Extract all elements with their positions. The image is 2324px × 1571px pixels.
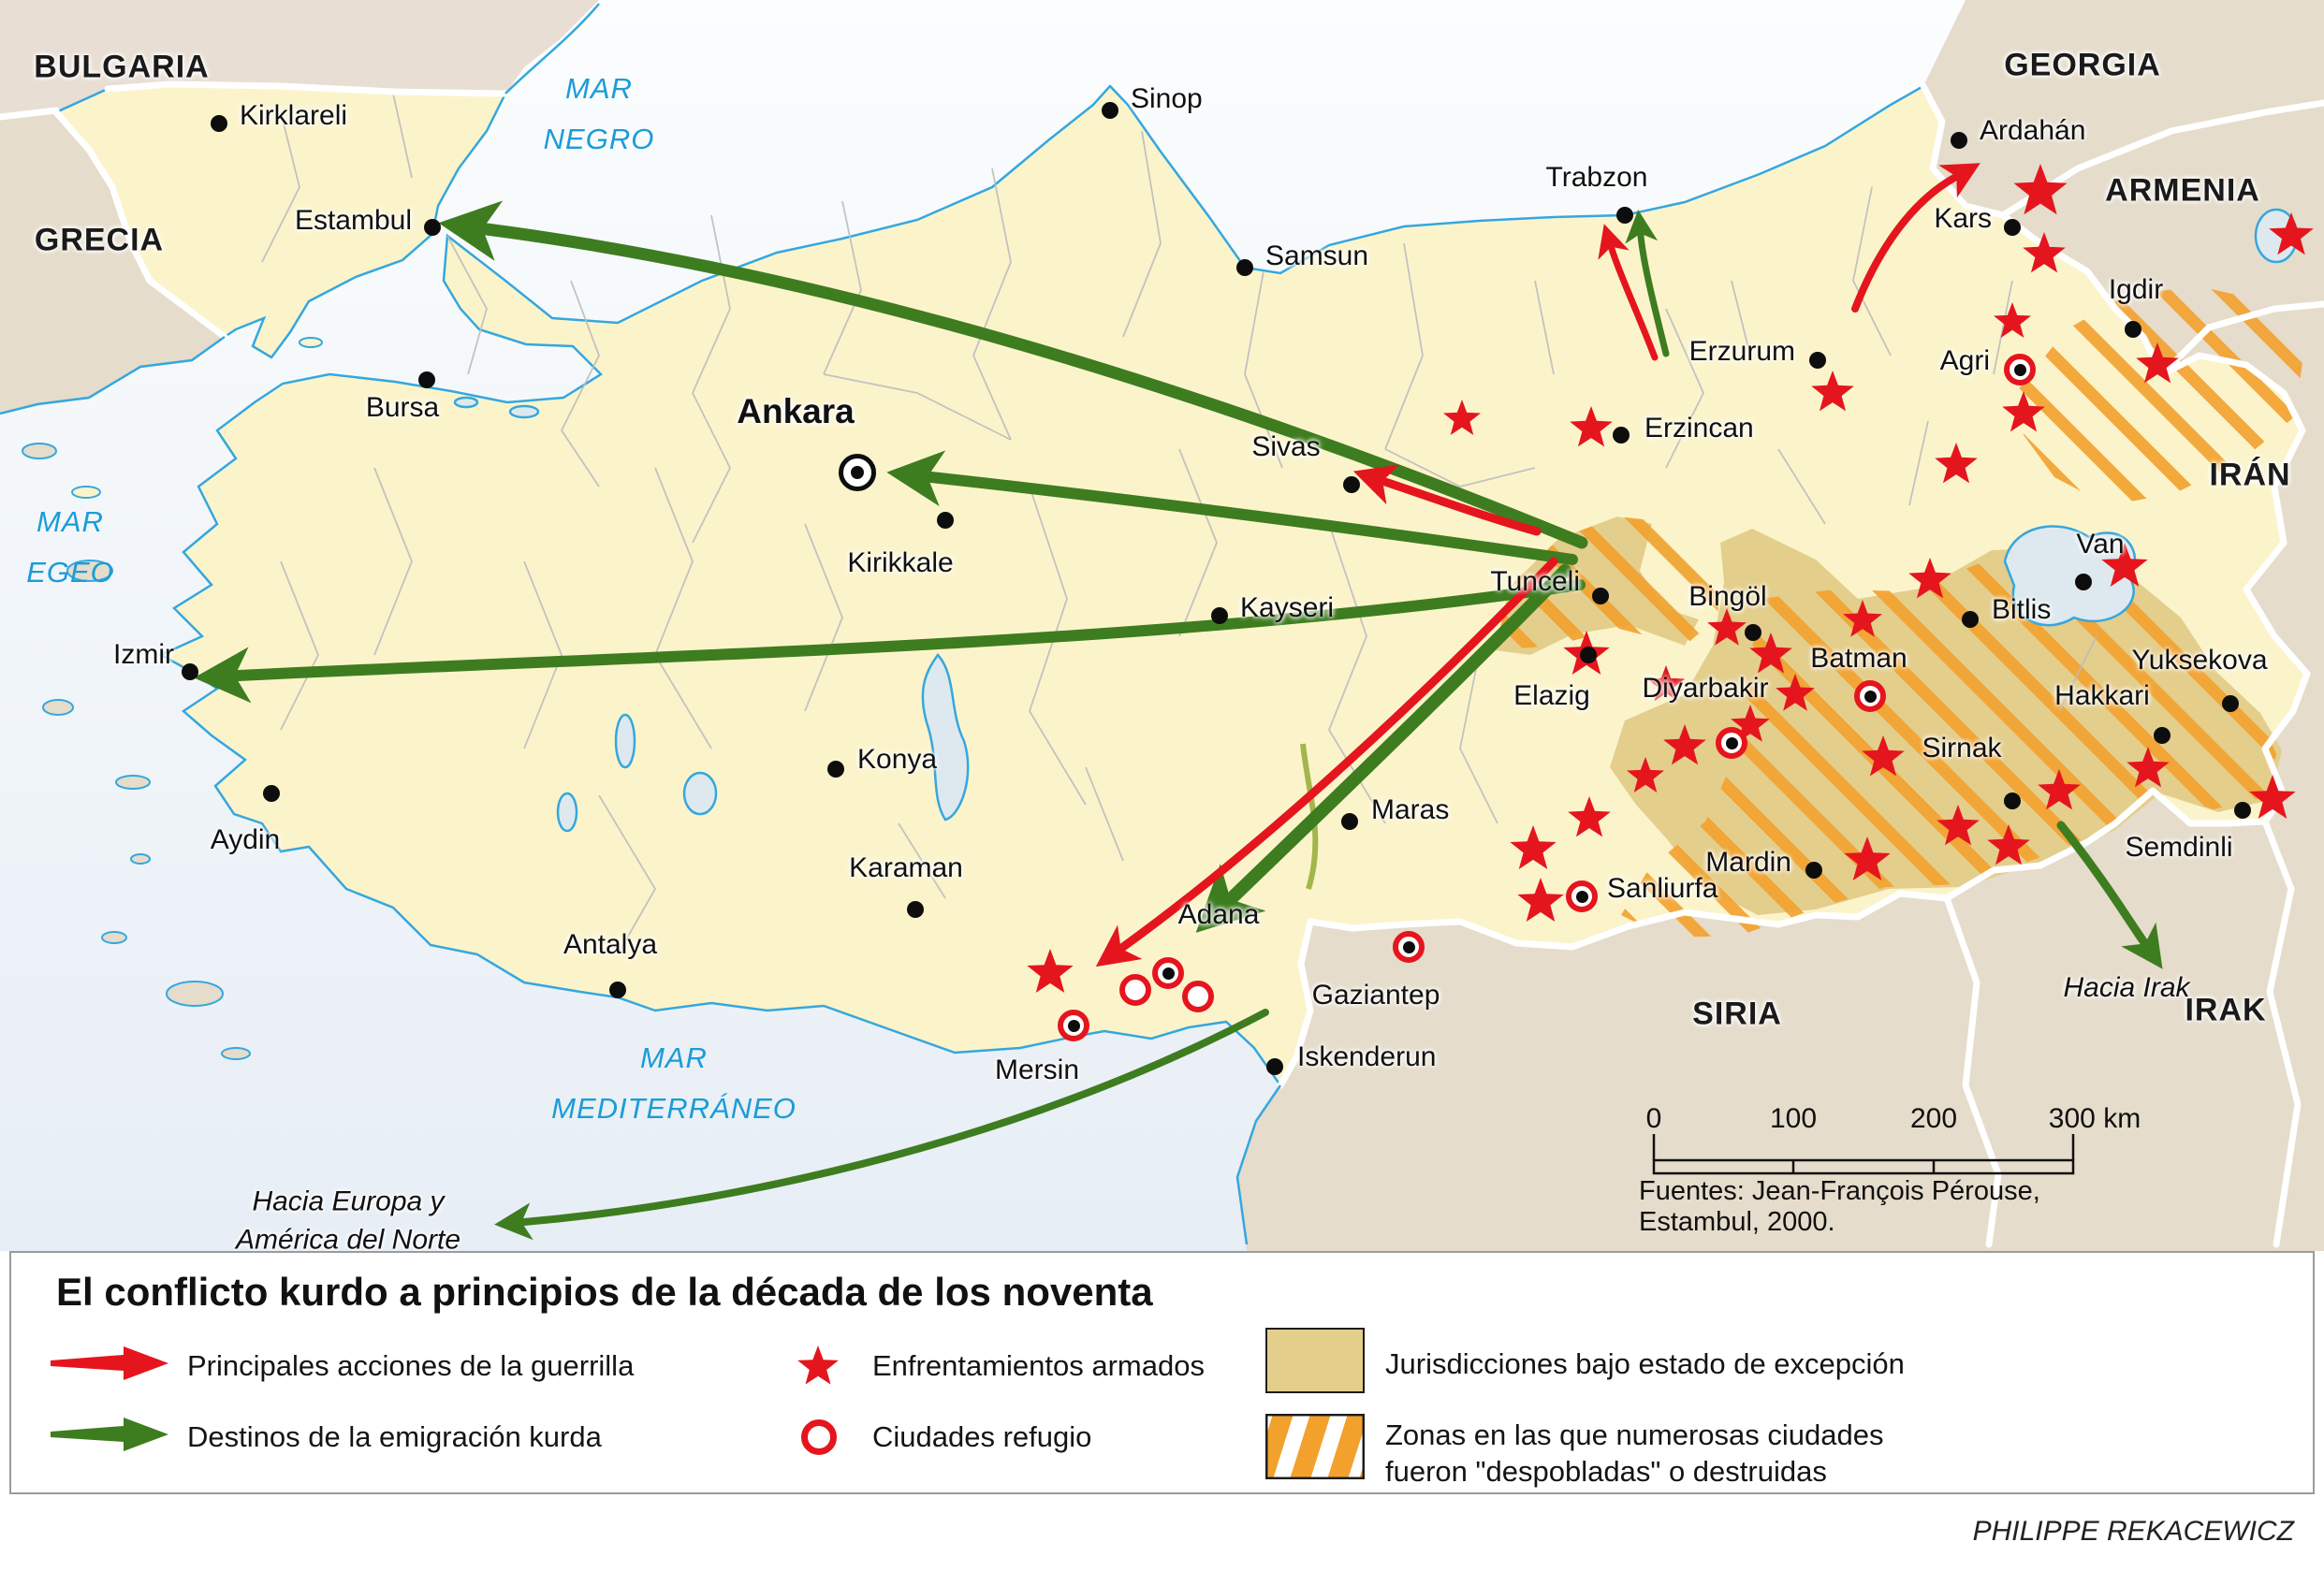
emigration-arrow-izmir [194, 579, 1586, 704]
legend-label-emigration: Destinos de la emigración kurda [187, 1420, 602, 1453]
armed-clash-star [1776, 674, 1815, 711]
guerrilla-arrow-adana [1095, 557, 1558, 967]
emigration-arrow-ankara [886, 450, 1578, 565]
depopulated-zones-hatch [1496, 285, 2304, 938]
armed-clash-star [1443, 400, 1481, 435]
map-canvas [0, 0, 2324, 1251]
legend-label-depopulated: Zonas en las que numerosas ciudades fuer… [1385, 1418, 1884, 1488]
kurdish-emigration-arrows [194, 200, 2163, 1241]
legend-label-refuge: Ciudades refugio [872, 1420, 1092, 1453]
exception-zone-swatch [1265, 1328, 1365, 1393]
emigration-arrow-estambul [438, 200, 1588, 549]
author-credit: PHILIPPE REKACEWICZ [1972, 1516, 2294, 1547]
armed-clash-star [1027, 949, 1074, 993]
armed-clash-star [1811, 371, 1854, 412]
greece-landmass [0, 112, 225, 414]
armed-clash-star [1517, 878, 1564, 922]
east-neighbors-landmass [1237, 0, 2324, 1251]
armed-clash-star [1862, 735, 1905, 777]
legend-label-guerrilla: Principales acciones de la guerrilla [187, 1349, 635, 1382]
armed-clash-star [1749, 633, 1792, 674]
emigration-arrow-trabzon [1625, 210, 1670, 357]
armed-clash-star [1843, 600, 1882, 637]
armed-clash-stars-layer [1027, 164, 2314, 993]
armed-clash-star [1937, 805, 1980, 846]
armed-clash-star [2249, 775, 2296, 819]
guerrilla-arrow-sivas [1352, 464, 1542, 536]
guerrilla-action-arrows [1095, 163, 1981, 967]
emigration-arrow-europe [494, 1009, 1269, 1241]
legend-label-clashes: Enfrentamientos armados [872, 1349, 1205, 1382]
lakes [453, 208, 2299, 833]
emigration-arrow-iraq [2056, 821, 2163, 969]
province-border-lines [261, 93, 2097, 955]
guerrilla-arrow-trabzon [1598, 224, 1659, 361]
armed-clash-star [1987, 824, 2030, 866]
armed-clash-star [1627, 757, 1664, 793]
aegean-islands [22, 443, 251, 1060]
armed-clash-star [2002, 391, 2045, 432]
armed-clash-star [2269, 212, 2314, 255]
armed-clash-star [2101, 543, 2148, 587]
legend-label-jurisdictions: Jurisdicciones bajo estado de excepción [1385, 1347, 1905, 1380]
depopulated-zone-swatch [1265, 1414, 1365, 1479]
map-area: BULGARIA GRECIA GEORGIA ARMENIA IRÁN IRAK SIRI… [0, 0, 2324, 1255]
armed-clash-star [1844, 836, 1891, 880]
armed-clash-star [1935, 443, 1978, 484]
armed-clash-star [2127, 747, 2170, 788]
armed-clash-star [2136, 342, 2179, 384]
refuge-city-circle-icon [801, 1419, 837, 1455]
armed-clash-star [2023, 232, 2066, 273]
armed-clash-star [2013, 164, 2068, 215]
emigration-arrow-adana [1195, 564, 1571, 933]
guerrilla-arrow-icon [51, 1346, 168, 1380]
legend-panel: El conflicto kurdo a principios de la dé… [9, 1251, 2315, 1494]
neighbor-coastlines [0, 3, 1282, 1245]
armed-clash-star [1647, 665, 1685, 701]
emigration-arrow-icon [51, 1418, 168, 1451]
armed-clash-star [1568, 796, 1611, 837]
armed-clash-star [1570, 406, 1613, 447]
legend-title: El conflicto kurdo a principios de la dé… [56, 1270, 1153, 1314]
armed-clash-star [2038, 769, 2081, 810]
armed-clash-star [1731, 705, 1770, 742]
armed-clash-star [1707, 608, 1747, 646]
armed-clash-star [1663, 724, 1706, 765]
guerrilla-arrow-kars [1851, 163, 1981, 313]
armed-clash-star [1994, 302, 2031, 338]
scale-bar [1652, 1134, 2075, 1175]
armed-clash-star [1510, 825, 1557, 869]
turkish-islands [71, 337, 323, 499]
armed-clash-star-icon [797, 1346, 839, 1385]
armed-clash-star [1908, 558, 1951, 599]
